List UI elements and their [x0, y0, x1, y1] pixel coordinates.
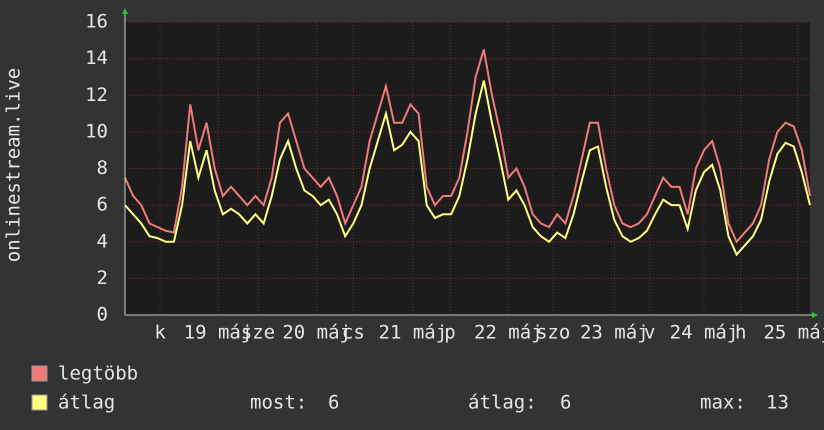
y-arrow — [122, 8, 128, 14]
x-tick-label: k — [154, 322, 166, 344]
y-tick-label: 12 — [85, 84, 108, 106]
x-tick-label: 23 máj — [580, 322, 649, 344]
stat-label: átlag: — [468, 392, 537, 414]
y-tick-label: 4 — [97, 230, 108, 252]
stat-value: 6 — [560, 392, 571, 414]
x-tick-label: v — [644, 322, 655, 344]
y-tick-label: 16 — [85, 11, 108, 33]
legend-label: legtöbb — [58, 363, 138, 385]
x-tick-label: 21 máj — [379, 322, 448, 344]
x-tick-label: h — [735, 322, 746, 344]
legend-swatch — [31, 394, 48, 411]
y-axis-label: onlinestream.live — [3, 68, 25, 262]
data-line — [124, 49, 811, 244]
x-tick-label: sze — [241, 322, 275, 344]
x-tick-label: p — [444, 322, 455, 344]
y-tick-label: 6 — [97, 194, 108, 216]
x-tick-label: 22 máj — [474, 322, 543, 344]
x-tick-label: 19 máj — [184, 322, 253, 344]
stat-value: 6 — [328, 392, 339, 414]
stat-label: max: — [700, 392, 746, 414]
x-tick-label: 25 máj — [763, 322, 824, 344]
y-tick-label: 10 — [85, 120, 108, 142]
stat-value: 13 — [766, 392, 789, 414]
x-tick-label: szo — [536, 322, 570, 344]
y-tick-label: 14 — [85, 47, 108, 69]
x-tick-label: 20 máj — [282, 322, 351, 344]
legend-label: átlag — [58, 392, 115, 414]
legend-swatch — [31, 365, 48, 382]
x-arrow — [812, 312, 818, 318]
y-tick-label: 2 — [97, 267, 108, 289]
stat-label: most: — [250, 392, 307, 414]
x-tick-label: cs — [342, 322, 365, 344]
x-tick-label: 24 máj — [670, 322, 739, 344]
y-tick-label: 8 — [97, 157, 108, 179]
data-line — [124, 80, 811, 257]
y-tick-label: 0 — [97, 304, 108, 326]
